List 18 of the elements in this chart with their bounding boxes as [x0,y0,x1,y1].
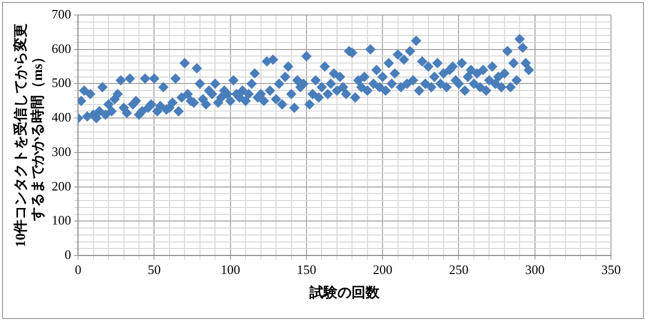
y-tick-label: 100 [52,212,72,228]
x-tick-label: 100 [220,262,240,277]
y-tick-label: 200 [52,178,72,194]
y-tick-label: 300 [52,144,72,159]
x-tick-label: 300 [525,262,545,277]
x-axis-title: 試験の回数 [308,284,381,302]
y-tick-label: 400 [52,110,72,125]
x-tick-label: 200 [372,262,392,277]
y-axis-title: 10件コンタクトを受信してから変更するまでかかる時間（ms） [12,23,46,248]
x-tick-label: 150 [296,262,316,277]
y-tick-label: 600 [52,40,72,56]
x-tick-label: 50 [148,262,161,277]
x-tick-label: 0 [74,262,82,277]
y-tick-label: 700 [52,6,72,22]
y-tick-label: 500 [52,75,72,90]
x-tick-label: 250 [448,262,468,277]
x-tick-label: 350 [601,262,621,277]
y-tick-label: 0 [64,247,72,262]
